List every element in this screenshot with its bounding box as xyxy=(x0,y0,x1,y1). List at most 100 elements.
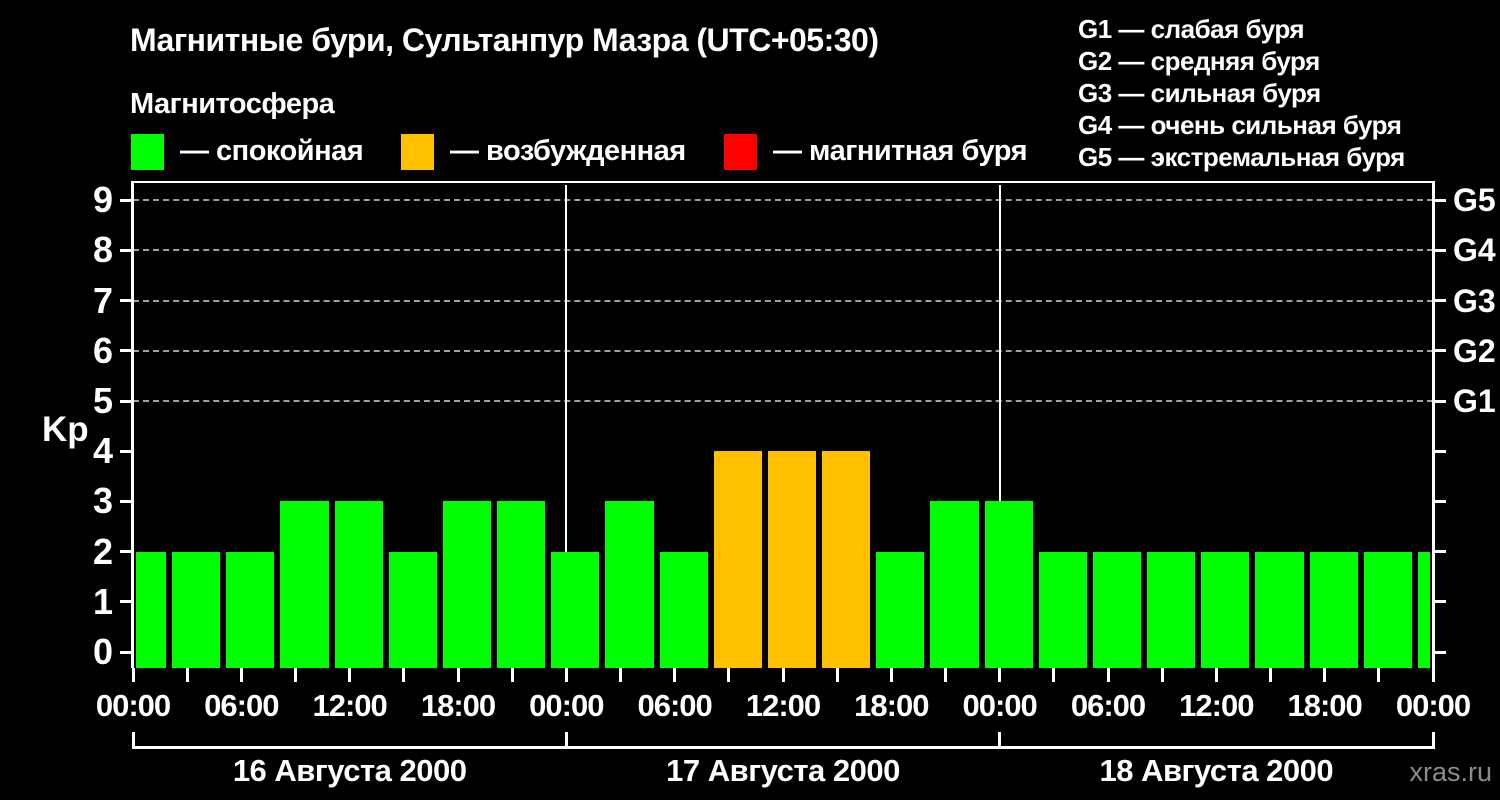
gridline-kp8 xyxy=(133,249,1433,252)
y-axis-tick xyxy=(1433,499,1446,503)
x-axis-tick xyxy=(1214,668,1218,682)
legend-label: — спокойная xyxy=(180,135,364,167)
storm-scale-legend-row: G4 — очень сильная буря xyxy=(1078,110,1402,140)
legend-label: — магнитная буря xyxy=(773,135,1028,167)
kp-bar xyxy=(713,451,762,668)
x-axis-tick xyxy=(1431,668,1435,682)
kp-bar xyxy=(388,551,437,668)
kp-bar xyxy=(876,551,925,668)
x-axis-tick xyxy=(1377,668,1381,682)
gridline-kp5 xyxy=(133,400,1433,402)
y-axis-tick xyxy=(1433,248,1446,252)
y-axis-tick xyxy=(1433,299,1446,303)
x-tick-label: 00:00 xyxy=(95,688,171,723)
date-bracket-line xyxy=(133,746,1433,749)
x-tick-label: 00:00 xyxy=(529,688,604,723)
kp-bar xyxy=(280,501,329,668)
y-tick-label: 5 xyxy=(92,380,113,421)
kp-bar xyxy=(551,551,600,668)
y-axis-tick xyxy=(120,248,133,252)
y-axis-tick xyxy=(120,349,133,353)
y-axis-tick xyxy=(120,299,133,303)
y-axis-tick xyxy=(1433,399,1446,403)
x-axis-tick xyxy=(1106,668,1110,682)
y-tick-label: 1 xyxy=(92,580,113,622)
y-tick-label: 3 xyxy=(92,480,113,522)
x-tick-label: 06:00 xyxy=(204,688,279,723)
x-tick-label: 18:00 xyxy=(854,688,929,723)
y-axis-tick xyxy=(120,499,133,503)
y-axis-tick xyxy=(1433,449,1446,453)
x-axis-tick xyxy=(294,668,297,682)
legend-label: — возбужденная xyxy=(450,135,686,167)
g-level-label: G1 xyxy=(1453,383,1496,419)
x-tick-label: 18:00 xyxy=(1287,688,1363,723)
x-axis-tick xyxy=(673,668,677,682)
legend-item-quiet: — спокойная xyxy=(131,133,364,170)
y-tick-label: 8 xyxy=(92,229,113,271)
x-axis-tick xyxy=(619,668,622,682)
x-axis-tick xyxy=(1052,668,1056,682)
x-axis-tick xyxy=(1160,668,1164,682)
kp-bar xyxy=(172,551,221,668)
kp-bar xyxy=(984,501,1033,668)
storm-scale-legend-row: G3 — сильная буря xyxy=(1078,78,1321,108)
y-axis-tick xyxy=(120,449,133,453)
kp-bar xyxy=(1092,551,1142,668)
date-bracket-tick xyxy=(564,732,568,749)
y-tick-label: 4 xyxy=(92,430,113,472)
y-axis-tick xyxy=(1433,550,1446,554)
x-axis-tick xyxy=(835,668,839,682)
date-bracket-tick xyxy=(1431,732,1435,749)
x-axis-tick xyxy=(131,668,135,682)
storm-scale-legend-row: G5 — экстремальная буря xyxy=(1078,142,1405,172)
date-bracket-tick xyxy=(131,732,135,749)
quiet-color-swatch xyxy=(131,133,164,170)
x-axis-tick xyxy=(944,668,947,682)
x-tick-label: 06:00 xyxy=(1070,688,1146,723)
y-axis-tick xyxy=(120,600,133,604)
y-tick-label: 0 xyxy=(92,631,113,672)
x-tick-label: 06:00 xyxy=(637,688,713,723)
chart-title: Магнитные бури, Сультанпур Мазра (UTC+05… xyxy=(130,22,879,58)
kp-bar xyxy=(136,551,167,668)
x-axis-tick xyxy=(185,668,189,682)
y-tick-label: 2 xyxy=(92,530,113,572)
x-axis-tick xyxy=(348,668,352,682)
y-tick-label: 9 xyxy=(92,179,113,221)
x-axis-tick xyxy=(510,668,514,682)
kp-bar xyxy=(442,501,492,668)
storm-scale-legend-row: G1 — слабая буря xyxy=(1078,14,1305,44)
y-axis-tick xyxy=(1433,349,1446,353)
x-tick-label: 12:00 xyxy=(312,688,388,723)
kp-bar xyxy=(1363,551,1412,668)
gridline-kp9 xyxy=(133,199,1433,202)
y-axis-title: Kp xyxy=(42,410,89,449)
gridline-kp7 xyxy=(133,299,1433,302)
y-axis-tick xyxy=(1433,198,1446,202)
y-tick-label: 6 xyxy=(92,329,113,371)
x-tick-label: 18:00 xyxy=(420,688,496,723)
g-level-label: G2 xyxy=(1453,332,1496,369)
kp-bar xyxy=(822,451,871,668)
y-axis-tick xyxy=(1433,600,1446,604)
x-axis-tick xyxy=(781,668,785,682)
x-axis-tick xyxy=(727,668,731,682)
x-tick-label: 00:00 xyxy=(962,688,1038,723)
kp-bar xyxy=(659,551,708,668)
day-date-label: 18 Августа 2000 xyxy=(1099,753,1334,788)
kp-bar xyxy=(1309,551,1358,668)
x-tick-label: 12:00 xyxy=(745,688,821,723)
x-tick-label: 00:00 xyxy=(1395,688,1471,723)
y-axis-tick xyxy=(120,550,133,554)
storm-color-swatch xyxy=(724,133,757,170)
y-tick-label: 7 xyxy=(92,279,113,321)
unsettled-color-swatch xyxy=(401,133,434,170)
kp-bar xyxy=(1201,551,1250,668)
x-axis-tick xyxy=(1269,668,1272,682)
kp-bar xyxy=(1417,551,1430,668)
y-axis-tick xyxy=(120,399,133,403)
kp-bar xyxy=(1255,551,1304,668)
g-level-label: G3 xyxy=(1453,282,1496,319)
